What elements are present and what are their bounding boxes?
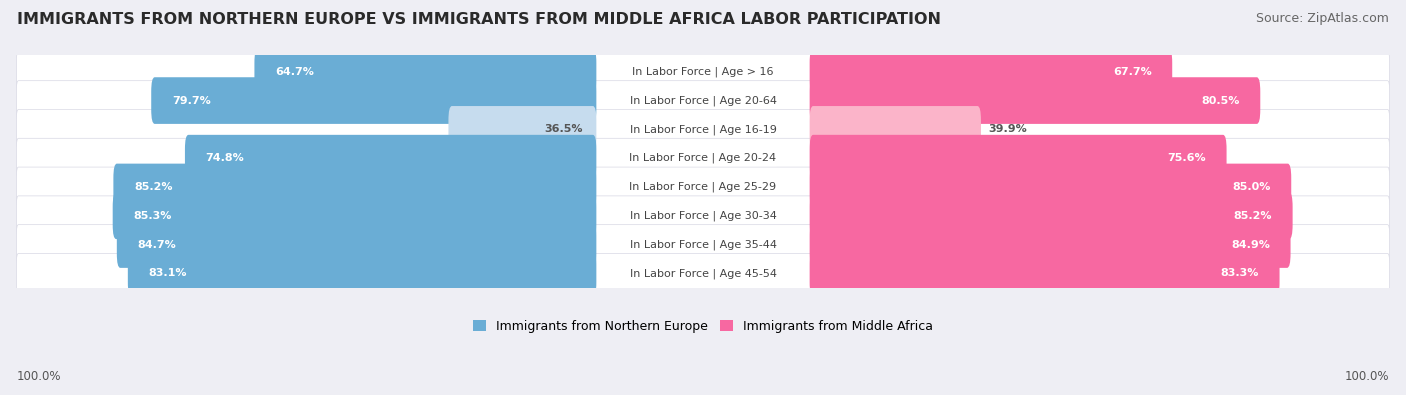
Text: 83.3%: 83.3% — [1220, 268, 1258, 278]
Text: 64.7%: 64.7% — [276, 67, 314, 77]
Text: 39.9%: 39.9% — [988, 124, 1026, 134]
FancyBboxPatch shape — [17, 196, 1389, 236]
Text: 79.7%: 79.7% — [172, 96, 211, 105]
FancyBboxPatch shape — [810, 49, 1173, 95]
FancyBboxPatch shape — [17, 254, 1389, 293]
Text: 100.0%: 100.0% — [1344, 370, 1389, 383]
Text: 83.1%: 83.1% — [149, 268, 187, 278]
FancyBboxPatch shape — [152, 77, 596, 124]
Text: 85.2%: 85.2% — [1233, 211, 1272, 221]
FancyBboxPatch shape — [117, 221, 596, 268]
Text: Source: ZipAtlas.com: Source: ZipAtlas.com — [1256, 12, 1389, 25]
Text: 85.3%: 85.3% — [134, 211, 172, 221]
Text: 36.5%: 36.5% — [544, 124, 582, 134]
FancyBboxPatch shape — [810, 164, 1291, 210]
FancyBboxPatch shape — [114, 164, 596, 210]
Text: In Labor Force | Age 30-34: In Labor Force | Age 30-34 — [630, 211, 776, 221]
Text: In Labor Force | Age > 16: In Labor Force | Age > 16 — [633, 66, 773, 77]
Text: In Labor Force | Age 20-64: In Labor Force | Age 20-64 — [630, 95, 776, 106]
FancyBboxPatch shape — [810, 106, 981, 153]
FancyBboxPatch shape — [449, 106, 596, 153]
Text: In Labor Force | Age 45-54: In Labor Force | Age 45-54 — [630, 268, 776, 278]
FancyBboxPatch shape — [17, 167, 1389, 207]
Text: 84.9%: 84.9% — [1232, 239, 1270, 250]
FancyBboxPatch shape — [112, 192, 596, 239]
Text: In Labor Force | Age 35-44: In Labor Force | Age 35-44 — [630, 239, 776, 250]
FancyBboxPatch shape — [810, 135, 1226, 181]
Text: 67.7%: 67.7% — [1112, 67, 1152, 77]
Text: In Labor Force | Age 20-24: In Labor Force | Age 20-24 — [630, 153, 776, 164]
FancyBboxPatch shape — [810, 192, 1292, 239]
Text: 74.8%: 74.8% — [205, 153, 245, 163]
FancyBboxPatch shape — [17, 52, 1389, 92]
Text: 80.5%: 80.5% — [1201, 96, 1240, 105]
FancyBboxPatch shape — [17, 109, 1389, 149]
FancyBboxPatch shape — [128, 250, 596, 297]
FancyBboxPatch shape — [17, 81, 1389, 120]
Text: 100.0%: 100.0% — [17, 370, 62, 383]
FancyBboxPatch shape — [254, 49, 596, 95]
FancyBboxPatch shape — [810, 77, 1260, 124]
Text: 84.7%: 84.7% — [138, 239, 176, 250]
Text: 75.6%: 75.6% — [1167, 153, 1206, 163]
Text: 85.2%: 85.2% — [134, 182, 173, 192]
FancyBboxPatch shape — [810, 250, 1279, 297]
Text: In Labor Force | Age 25-29: In Labor Force | Age 25-29 — [630, 182, 776, 192]
FancyBboxPatch shape — [17, 225, 1389, 264]
Text: In Labor Force | Age 16-19: In Labor Force | Age 16-19 — [630, 124, 776, 135]
FancyBboxPatch shape — [810, 221, 1291, 268]
FancyBboxPatch shape — [17, 138, 1389, 178]
Text: 85.0%: 85.0% — [1232, 182, 1271, 192]
Legend: Immigrants from Northern Europe, Immigrants from Middle Africa: Immigrants from Northern Europe, Immigra… — [474, 320, 932, 333]
Text: IMMIGRANTS FROM NORTHERN EUROPE VS IMMIGRANTS FROM MIDDLE AFRICA LABOR PARTICIPA: IMMIGRANTS FROM NORTHERN EUROPE VS IMMIG… — [17, 12, 941, 27]
FancyBboxPatch shape — [186, 135, 596, 181]
